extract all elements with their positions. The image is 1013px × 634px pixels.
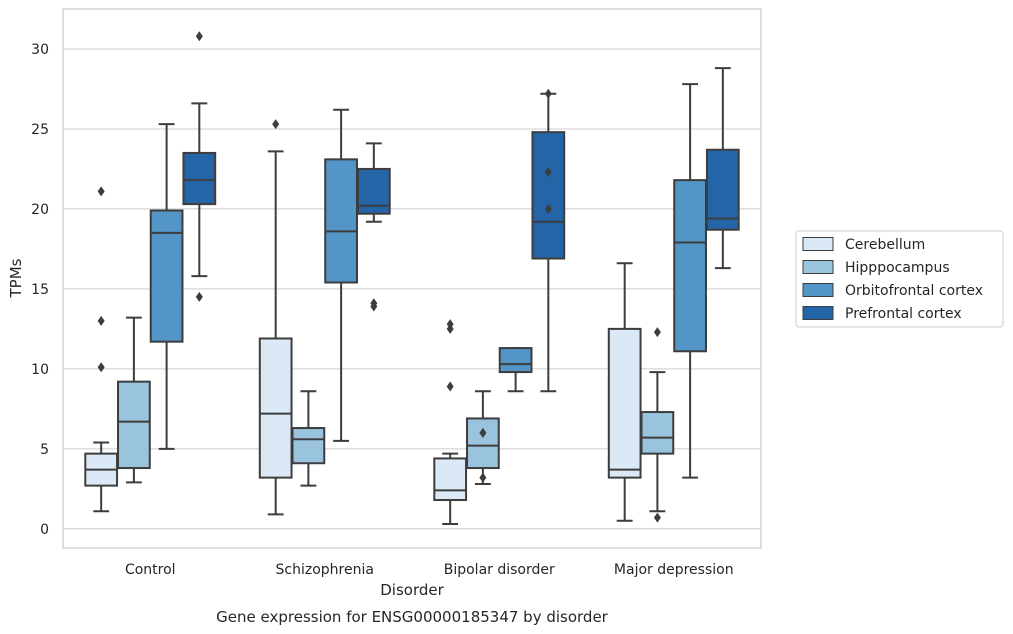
box-iqr bbox=[531, 131, 566, 260]
x-tick-label: Major depression bbox=[614, 562, 734, 578]
box-plot bbox=[149, 123, 184, 450]
x-tick-label: Schizophrenia bbox=[276, 562, 374, 578]
x-tick-label: Control bbox=[125, 562, 176, 578]
y-tick-label: 20 bbox=[31, 202, 49, 218]
legend-swatch bbox=[802, 260, 834, 274]
box-iqr bbox=[182, 151, 217, 206]
box-plot bbox=[705, 67, 740, 270]
outlier-point bbox=[544, 88, 552, 99]
box-plot bbox=[531, 88, 566, 393]
legend: Cerebellum Hipppocampus Orbitofrontal cort… bbox=[795, 230, 1004, 328]
legend-label: Prefrontal cortex bbox=[845, 306, 962, 322]
box-iqr bbox=[433, 457, 468, 502]
box-plot bbox=[356, 142, 391, 312]
box-iqr bbox=[607, 327, 642, 479]
plot-area-frame bbox=[62, 8, 762, 549]
outlier-point bbox=[446, 381, 454, 392]
legend-swatch bbox=[802, 237, 834, 251]
box-iqr bbox=[640, 411, 675, 455]
box-plot bbox=[433, 319, 468, 526]
outlier-point bbox=[479, 427, 487, 438]
outlier-point bbox=[97, 186, 105, 197]
box-plot bbox=[640, 327, 675, 523]
outlier-point bbox=[195, 31, 203, 42]
outlier-point bbox=[272, 119, 280, 130]
box-plots bbox=[84, 31, 740, 526]
legend-label: Hipppocampus bbox=[845, 260, 950, 276]
box-iqr bbox=[673, 179, 707, 353]
y-tick-labels: 0 5 10 15 20 25 30 bbox=[31, 42, 49, 538]
outlier-point bbox=[653, 512, 661, 523]
x-tick-labels: Control Schizophrenia Bipolar disorder Majo… bbox=[125, 562, 734, 578]
y-tick-label: 10 bbox=[31, 362, 49, 378]
y-tick-label: 5 bbox=[40, 442, 49, 458]
legend-swatch bbox=[802, 283, 834, 297]
legend-label: Cerebellum bbox=[845, 237, 925, 253]
outlier-point bbox=[653, 327, 661, 338]
outlier-point bbox=[479, 472, 487, 483]
outlier-point bbox=[446, 319, 454, 330]
outlier-point bbox=[544, 203, 552, 214]
outlier-point bbox=[97, 362, 105, 373]
box-iqr bbox=[149, 209, 184, 343]
box-iqr bbox=[498, 347, 533, 374]
box-plot bbox=[673, 83, 707, 479]
box-plot bbox=[291, 390, 326, 487]
box-iqr bbox=[117, 380, 151, 470]
outlier-point bbox=[544, 167, 552, 178]
chart-caption: Gene expression for ENSG00000185347 by d… bbox=[216, 608, 609, 626]
box-plot bbox=[258, 119, 293, 516]
box-plot bbox=[607, 262, 642, 522]
box-plot bbox=[498, 347, 533, 393]
box-iqr bbox=[356, 167, 391, 215]
x-axis-label: Disorder bbox=[380, 581, 444, 599]
legend-frame bbox=[795, 230, 1004, 328]
outlier-point bbox=[97, 315, 105, 326]
legend-label: Orbitofrontal cortex bbox=[845, 283, 983, 299]
y-tick-label: 0 bbox=[40, 522, 49, 538]
x-tick-label: Bipolar disorder bbox=[444, 562, 555, 578]
box-plot bbox=[117, 316, 151, 484]
outlier-point bbox=[370, 298, 378, 309]
box-iqr bbox=[291, 427, 326, 465]
box-iqr bbox=[466, 417, 500, 470]
box-iqr bbox=[705, 148, 740, 231]
box-plot bbox=[324, 108, 358, 442]
legend-swatch bbox=[802, 306, 834, 320]
box-iqr bbox=[324, 158, 358, 284]
y-tick-label: 30 bbox=[31, 42, 49, 58]
box-plot bbox=[466, 390, 500, 486]
outlier-point bbox=[195, 291, 203, 302]
box-plot bbox=[84, 186, 119, 513]
box-iqr bbox=[258, 337, 293, 479]
y-axis-label: TPMs bbox=[7, 258, 25, 298]
y-tick-label: 15 bbox=[31, 282, 49, 298]
y-tick-label: 25 bbox=[31, 122, 49, 138]
box-plot bbox=[182, 31, 217, 302]
